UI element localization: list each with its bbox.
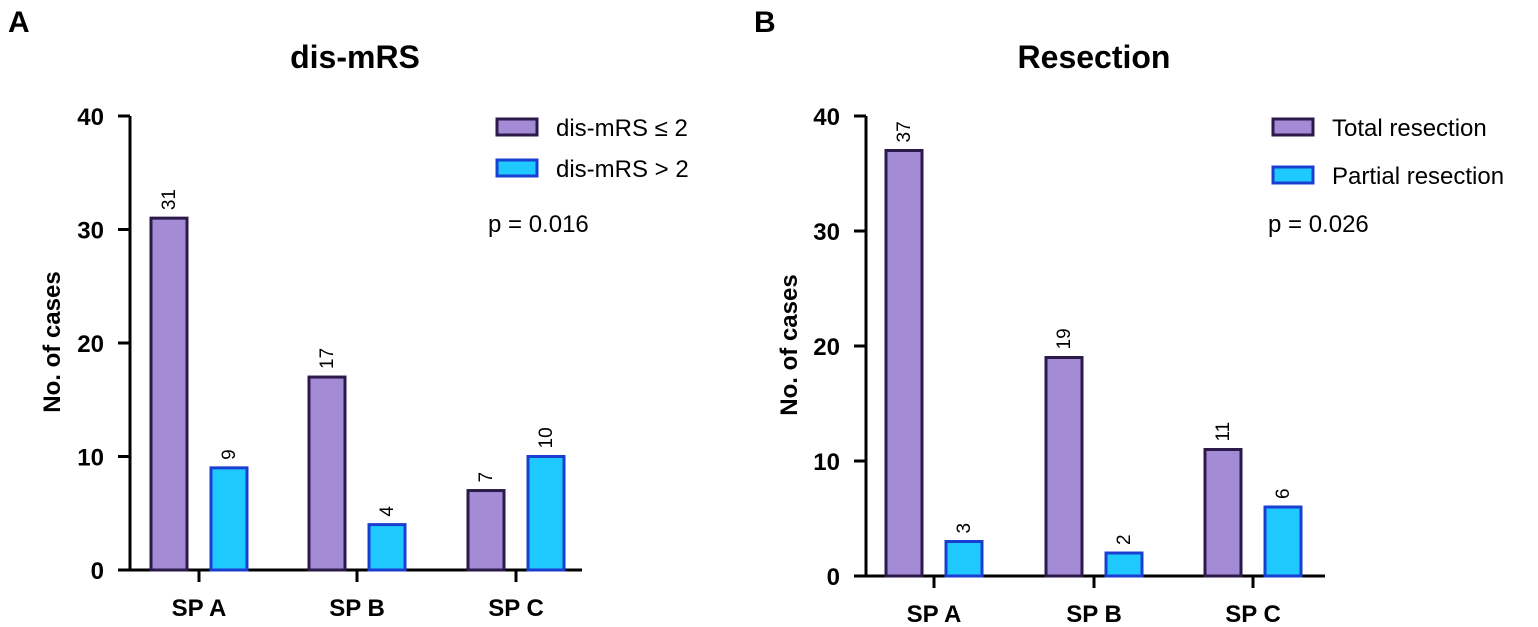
bar-series-1-sp-b bbox=[307, 375, 347, 572]
x-category-label: SP B bbox=[329, 595, 385, 622]
bar-series-2-sp-a bbox=[209, 466, 249, 572]
y-tick-label: 0 bbox=[827, 564, 840, 591]
panel-a: A dis-mRS No. of cases p = 0.016 dis-mRS… bbox=[8, 6, 689, 622]
bar-value-label: 9 bbox=[219, 449, 240, 460]
bar-value-label: 6 bbox=[1273, 488, 1294, 499]
bar-value-label: 2 bbox=[1114, 534, 1135, 545]
bar-series-1-sp-c bbox=[1203, 448, 1243, 578]
bar-series-1-sp-a bbox=[149, 216, 189, 572]
legend: Total resection Partial resection bbox=[1271, 115, 1504, 190]
p-value-annotation: p = 0.016 bbox=[488, 211, 589, 238]
legend-swatch-series-1 bbox=[495, 117, 539, 137]
p-value-annotation: p = 0.026 bbox=[1268, 211, 1369, 238]
legend-label-series-1: dis-mRS ≤ 2 bbox=[556, 115, 688, 142]
chart-title: dis-mRS bbox=[290, 39, 420, 75]
legend-swatch-series-2 bbox=[495, 158, 539, 178]
bar-value-label: 37 bbox=[894, 121, 915, 142]
y-tick-label: 40 bbox=[813, 104, 840, 131]
bar-series-1-sp-a bbox=[884, 149, 924, 578]
x-category-label: SP C bbox=[1225, 601, 1281, 627]
legend-swatch-series-2 bbox=[1271, 165, 1315, 185]
bar-series-2-sp-b bbox=[367, 523, 407, 572]
bar-series-1-sp-c bbox=[466, 489, 506, 572]
legend-label-series-2: dis-mRS > 2 bbox=[556, 156, 689, 183]
bar-value-label: 17 bbox=[317, 348, 338, 369]
y-tick-label: 10 bbox=[77, 445, 104, 472]
plot-area: 0 10 20 30 40 SP A SP B SP C 37 19 11 3 2 6 bbox=[813, 104, 1325, 627]
y-tick-label: 10 bbox=[813, 449, 840, 476]
bar-series-2-sp-b bbox=[1104, 551, 1144, 578]
x-category-label: SP C bbox=[488, 595, 544, 622]
y-tick-label: 20 bbox=[77, 331, 104, 358]
y-tick-label: 0 bbox=[91, 558, 104, 585]
legend-swatch-series-1 bbox=[1271, 117, 1315, 137]
y-tick-label: 40 bbox=[77, 104, 104, 131]
bar-value-label: 19 bbox=[1054, 328, 1075, 349]
legend: dis-mRS ≤ 2 dis-mRS > 2 bbox=[495, 115, 689, 183]
bar-value-label: 10 bbox=[536, 427, 557, 448]
y-tick-label: 20 bbox=[813, 334, 840, 361]
bar-value-label: 31 bbox=[159, 189, 180, 210]
y-tick-label: 30 bbox=[813, 219, 840, 246]
bar-value-label: 11 bbox=[1213, 422, 1234, 442]
y-axis-label: No. of cases bbox=[776, 274, 803, 415]
panel-letter: A bbox=[8, 6, 30, 39]
chart-title: Resection bbox=[1018, 39, 1171, 75]
x-category-label: SP B bbox=[1066, 601, 1122, 627]
plot-area: 0 10 20 30 40 SP A SP B SP C 31 17 7 9 4 10 bbox=[77, 104, 582, 622]
bar-series-2-sp-c bbox=[526, 455, 566, 572]
y-tick-label: 30 bbox=[77, 218, 104, 245]
bar-value-label: 3 bbox=[954, 523, 975, 534]
bar-value-label: 7 bbox=[476, 472, 497, 483]
legend-label-series-1: Total resection bbox=[1332, 115, 1487, 142]
x-category-label: SP A bbox=[907, 601, 962, 627]
y-axis-label: No. of cases bbox=[39, 271, 66, 412]
panel-letter: B bbox=[754, 6, 776, 39]
panel-b: B Resection No. of cases p = 0.026 Total… bbox=[754, 6, 1504, 627]
bar-series-2-sp-c bbox=[1263, 505, 1303, 578]
bar-series-1-sp-b bbox=[1044, 356, 1084, 578]
x-category-label: SP A bbox=[172, 595, 227, 622]
bar-value-label: 4 bbox=[377, 506, 398, 517]
bar-series-2-sp-a bbox=[944, 540, 984, 578]
legend-label-series-2: Partial resection bbox=[1332, 163, 1504, 190]
